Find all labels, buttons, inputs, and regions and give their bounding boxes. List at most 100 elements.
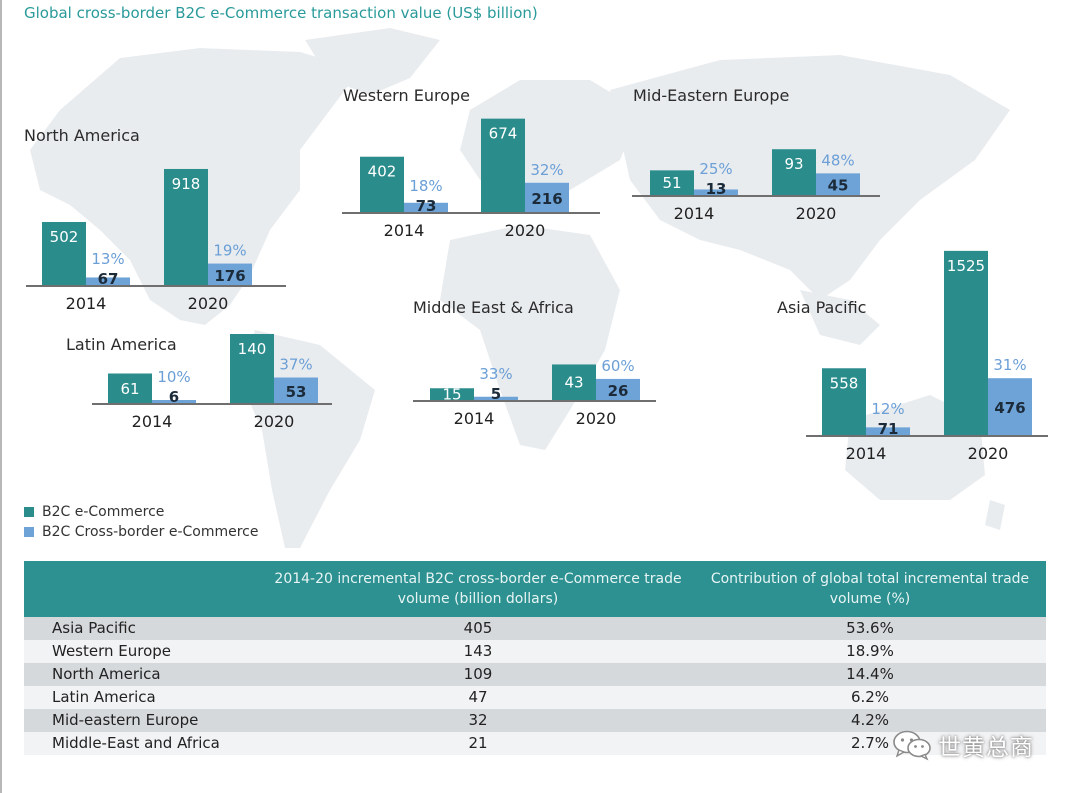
- percent-label: 48%: [821, 151, 854, 169]
- table-cell-share: 4.2%: [694, 709, 1046, 732]
- table-row: Mid-eastern Europe 32 4.2%: [24, 709, 1046, 732]
- bar-crossborder: [152, 400, 196, 404]
- table-header-row: 2014-20 incremental B2C cross-border e-C…: [24, 561, 1046, 617]
- data-label-crossborder: 67: [98, 270, 119, 288]
- region-title: Western Europe: [343, 86, 470, 105]
- bar-b2c: [430, 388, 474, 401]
- bar-b2c: [360, 156, 404, 213]
- table-cell-region: Asia Pacific: [24, 617, 262, 640]
- bar-b2c: [481, 118, 525, 213]
- bar-b2c: [164, 168, 208, 286]
- bar-crossborder: [596, 378, 640, 401]
- x-tick-label: 2014: [66, 294, 107, 313]
- data-label-crossborder: 73: [416, 197, 437, 215]
- legend: B2C e-Commerce B2C Cross-border e-Commer…: [24, 502, 259, 542]
- data-label-crossborder: 53: [286, 383, 307, 401]
- table-cell-volume: 32: [262, 709, 694, 732]
- percent-label: 18%: [409, 177, 442, 195]
- data-label-crossborder: 216: [531, 190, 562, 208]
- x-tick-label: 2020: [968, 444, 1009, 463]
- x-tick-label: 2014: [846, 444, 887, 463]
- table-row: Asia Pacific 405 53.6%: [24, 617, 1046, 640]
- bar-crossborder: [866, 427, 910, 436]
- bar-crossborder: [274, 377, 318, 404]
- percent-label: 13%: [91, 250, 124, 268]
- legend-swatch-crossborder: [24, 527, 34, 537]
- table-cell-volume: 405: [262, 617, 694, 640]
- left-border: [0, 0, 2, 793]
- data-label-crossborder: 476: [994, 399, 1025, 417]
- data-label-b2c: 51: [662, 174, 681, 192]
- x-tick-label: 2020: [505, 221, 546, 240]
- legend-label-b2c: B2C e-Commerce: [42, 504, 165, 520]
- x-tick-label: 2014: [454, 409, 495, 428]
- bar-crossborder: [694, 189, 738, 196]
- data-label-crossborder: 71: [878, 420, 899, 438]
- percent-label: 31%: [993, 356, 1026, 374]
- table-cell-region: Mid-eastern Europe: [24, 709, 262, 732]
- table-cell-volume: 143: [262, 640, 694, 663]
- data-label-crossborder: 5: [491, 385, 501, 403]
- bar-crossborder: [816, 173, 860, 196]
- bar-b2c: [822, 368, 866, 436]
- percent-label: 33%: [479, 365, 512, 383]
- data-label-b2c: 558: [830, 374, 859, 392]
- bar-crossborder: [86, 277, 130, 286]
- bar-crossborder: [404, 202, 448, 213]
- bar-b2c: [230, 334, 274, 404]
- bar-crossborder: [474, 396, 518, 401]
- data-label-b2c: 140: [238, 340, 267, 358]
- x-tick-label: 2014: [384, 221, 425, 240]
- table-cell-volume: 21: [262, 732, 694, 755]
- table-cell-region: North America: [24, 663, 262, 686]
- watermark: 世黄总商: [892, 728, 1034, 762]
- region-title: Asia Pacific: [777, 298, 866, 317]
- percent-label: 25%: [699, 160, 732, 178]
- data-label-b2c: 43: [564, 374, 583, 392]
- x-tick-label: 2014: [674, 204, 715, 223]
- x-tick-label: 2020: [796, 204, 837, 223]
- data-label-b2c: 1525: [947, 257, 985, 275]
- table-cell-share: 14.4%: [694, 663, 1046, 686]
- bar-crossborder: [988, 378, 1032, 436]
- bar-crossborder: [208, 263, 252, 286]
- data-label-crossborder: 176: [214, 267, 245, 285]
- percent-label: 37%: [279, 356, 312, 374]
- table-cell-share: 53.6%: [694, 617, 1046, 640]
- data-label-b2c: 402: [368, 163, 397, 181]
- table-cell-region: Latin America: [24, 686, 262, 709]
- percent-label: 32%: [530, 161, 563, 179]
- x-tick-label: 2020: [576, 409, 617, 428]
- table-cell-share: 6.2%: [694, 686, 1046, 709]
- data-label-crossborder: 6: [169, 388, 179, 406]
- table-cell-region: Western Europe: [24, 640, 262, 663]
- region-title: Latin America: [66, 335, 177, 354]
- table-cell-volume: 109: [262, 663, 694, 686]
- data-label-crossborder: 45: [828, 177, 849, 195]
- table-header-contribution: Contribution of global total incremental…: [694, 561, 1046, 617]
- region-title: North America: [24, 126, 140, 145]
- bar-b2c: [552, 364, 596, 401]
- x-tick-label: 2014: [132, 412, 173, 431]
- percent-label: 10%: [157, 368, 190, 386]
- data-label-crossborder: 26: [608, 382, 629, 400]
- bar-crossborder: [525, 182, 569, 213]
- table-row: Western Europe 143 18.9%: [24, 640, 1046, 663]
- data-label-b2c: 93: [784, 155, 803, 173]
- percent-label: 19%: [213, 242, 246, 260]
- data-label-crossborder: 13: [706, 180, 727, 198]
- table-header-region: [24, 561, 262, 617]
- chart-title: Global cross-border B2C e-Commerce trans…: [24, 4, 538, 22]
- legend-label-crossborder: B2C Cross-border e-Commerce: [42, 524, 259, 540]
- data-label-b2c: 61: [120, 380, 139, 398]
- table-cell-share: 2.7%: [694, 732, 1046, 755]
- bar-b2c: [42, 221, 86, 286]
- percent-label: 12%: [871, 400, 904, 418]
- bar-b2c: [108, 373, 152, 404]
- legend-item-b2c: B2C e-Commerce: [24, 502, 259, 522]
- table-row: Latin America 47 6.2%: [24, 686, 1046, 709]
- table-cell-volume: 47: [262, 686, 694, 709]
- regional-bar-charts: North America 502 67 13% 2014 918 176 19% 2020 We…: [24, 86, 1048, 463]
- incremental-volume-table: 2014-20 incremental B2C cross-border e-C…: [24, 561, 1046, 755]
- wechat-icon: [893, 730, 931, 761]
